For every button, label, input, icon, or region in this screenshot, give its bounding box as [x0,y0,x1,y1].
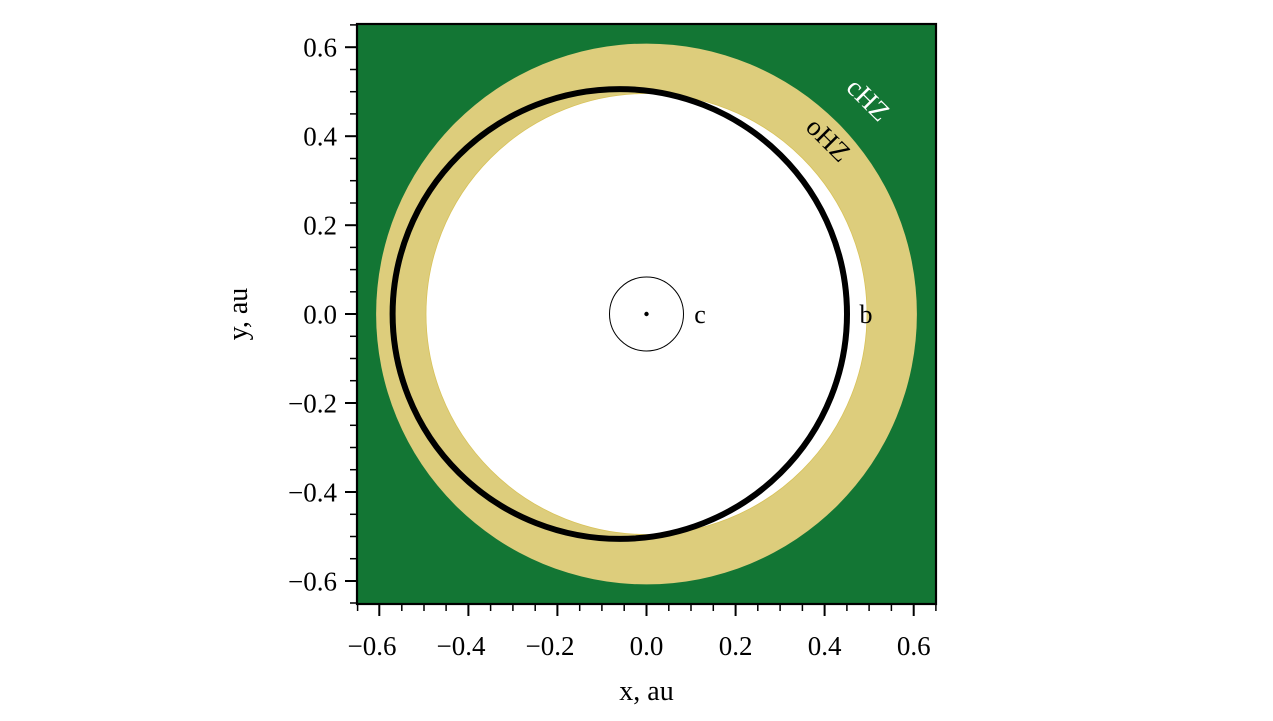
x-tick-label: −0.4 [437,631,486,661]
orbit-c [609,276,684,352]
orbit-b [389,86,850,542]
x-tick-label: 0.2 [719,631,753,661]
x-axis-label: x, au [619,676,673,707]
x-tick-label: 0.4 [808,631,842,661]
y-major-ticks [345,46,357,582]
y-tick-label: 0.4 [303,122,337,152]
y-tick-label: 0.2 [303,211,337,241]
x-tick-label: 0.6 [897,631,931,661]
x-tick-label: −0.6 [348,631,397,661]
plot-area [357,24,936,604]
y-minor-ticks [350,24,357,604]
x-tick-label: 0.0 [630,631,664,661]
y-tick-label: −0.4 [288,478,337,508]
y-tick-label: −0.2 [288,389,337,419]
y-tick-label: 0.0 [303,300,337,330]
planet-c-label: c [694,300,706,329]
y-tick-labels: 0.6 0.4 0.2 0.0 −0.2 −0.4 −0.6 [288,33,337,597]
x-tick-label: −0.2 [526,631,575,661]
planet-b-label: b [860,300,873,329]
y-axis-label: y, au [223,288,254,341]
star-marker [644,311,649,317]
x-minor-ticks [356,604,937,611]
x-tick-labels: −0.6 −0.4 −0.2 0.0 0.2 0.4 0.6 [348,631,931,661]
y-tick-label: −0.6 [288,567,337,597]
y-tick-label: 0.6 [303,33,337,63]
x-major-ticks [378,604,915,616]
